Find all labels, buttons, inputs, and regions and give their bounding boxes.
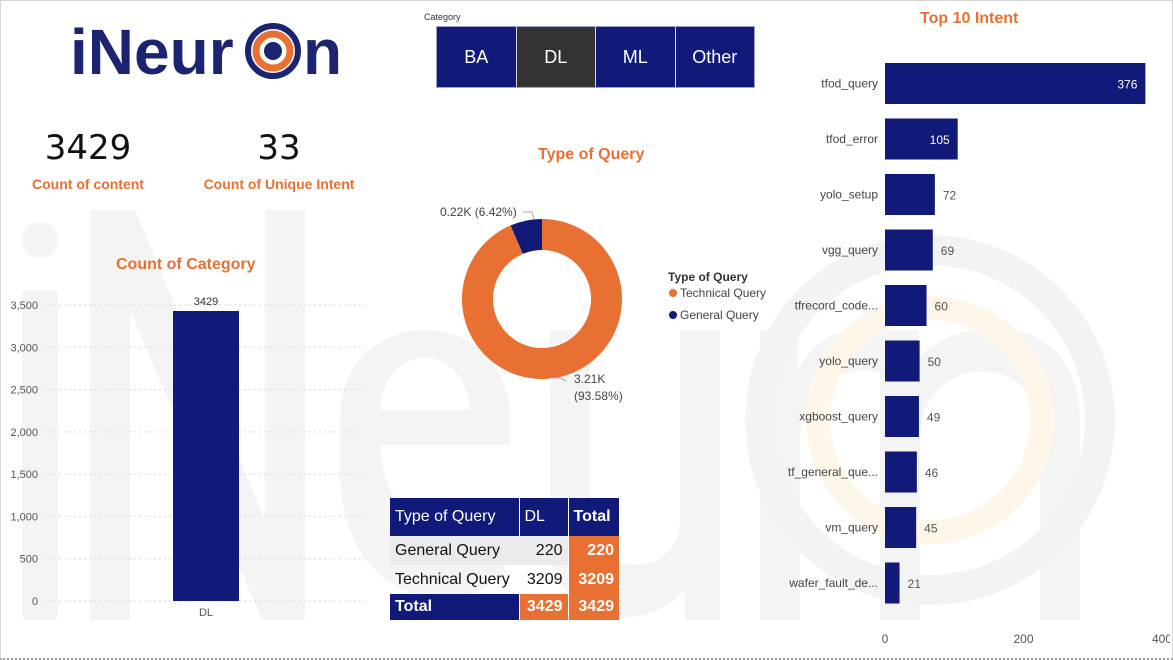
- intent-value-label: 50: [928, 355, 942, 369]
- matrix-total-label: Total: [390, 594, 519, 620]
- intent-bar[interactable]: [885, 451, 917, 493]
- x-tick-label: 0: [882, 632, 889, 646]
- matrix-header-type[interactable]: Type of Query: [390, 498, 520, 536]
- donut-label-technical: 3.21K: [574, 372, 605, 386]
- category-slicer: BA DL ML Other: [436, 26, 755, 88]
- intent-bar[interactable]: [885, 174, 935, 215]
- y-tick-label: 2,500: [10, 385, 38, 397]
- intent-chart-title: Top 10 Intent: [920, 10, 1019, 27]
- kpi-content-count-label: Count of content: [32, 176, 144, 192]
- intent-value-label: 72: [943, 189, 957, 203]
- legend-label[interactable]: General Query: [680, 308, 759, 322]
- intent-bar[interactable]: [885, 562, 900, 604]
- matrix-cell-total: 3209: [567, 565, 619, 594]
- matrix-row-general: General Query 220 220: [390, 536, 619, 565]
- intent-value-label: 69: [941, 244, 955, 258]
- y-tick-label: 500: [20, 554, 38, 566]
- matrix-total-total: 3429: [567, 594, 619, 620]
- donut-slice-technical[interactable]: [462, 219, 622, 379]
- intent-category-label: tfod_error: [826, 132, 878, 146]
- query-donut-title: Type of Query: [538, 146, 645, 163]
- x-tick-label: 200: [1013, 632, 1033, 646]
- donut-label-technical-pct: (93.58%): [574, 389, 623, 403]
- intent-value-label: 46: [925, 466, 939, 480]
- matrix-cell-dl: 220: [519, 536, 568, 565]
- intent-bar[interactable]: [885, 229, 933, 271]
- intent-bar[interactable]: [885, 63, 1146, 104]
- intent-category-label: wafer_fault_de...: [788, 576, 878, 590]
- logo-text-right: n: [303, 16, 342, 84]
- matrix-header-total[interactable]: Total: [568, 498, 620, 536]
- slicer-option-ml[interactable]: ML: [596, 27, 676, 87]
- bar-data-label: 3429: [194, 296, 218, 308]
- ineuron-logo: iNeur n iNeuron: [70, 16, 342, 84]
- kpi-unique-intent-value: 33: [257, 128, 301, 168]
- y-tick-label: 3,500: [10, 300, 38, 312]
- intent-value-label: 105: [930, 133, 950, 147]
- matrix-row-technical: Technical Query 3209 3209: [390, 565, 619, 594]
- donut-slice-general[interactable]: [510, 219, 542, 254]
- x-tick-label: DL: [199, 607, 213, 619]
- intent-category-label: xgboost_query: [799, 410, 878, 424]
- slicer-option-other[interactable]: Other: [675, 27, 754, 87]
- intent-category-label: vm_query: [825, 521, 878, 535]
- matrix-header-dl[interactable]: DL: [519, 498, 569, 536]
- slicer-title: Category: [424, 12, 461, 22]
- intent-bar[interactable]: [885, 396, 919, 437]
- legend-marker: [669, 289, 677, 297]
- donut-leader-line: [550, 377, 567, 382]
- query-matrix-table: Type of Query DL Total General Query 220…: [390, 498, 620, 620]
- intent-bar-chart: tfod_query 376 tfod_error 105 yolo_setup 72 vg…: [788, 63, 1170, 646]
- matrix-row-label: General Query: [390, 536, 519, 565]
- matrix-cell-total: 220: [567, 536, 619, 565]
- intent-bar[interactable]: [885, 118, 958, 160]
- intent-value-label: 45: [924, 522, 938, 536]
- logo-text-left: iNeur: [70, 16, 234, 84]
- intent-bar[interactable]: [885, 285, 927, 326]
- intent-category-label: tfod_query: [821, 77, 878, 91]
- legend-marker: [669, 311, 677, 319]
- intent-category-label: vgg_query: [822, 243, 878, 257]
- y-tick-label: 0: [32, 596, 38, 608]
- intent-category-label: tfrecord_code...: [795, 299, 878, 313]
- donut-label-general: 0.22K (6.42%): [440, 205, 517, 219]
- intent-value-label: 49: [927, 411, 941, 425]
- intent-bar[interactable]: [885, 340, 920, 382]
- intent-value-label: 60: [935, 300, 949, 314]
- query-donut-chart: 3.21K (93.58%) 0.22K (6.42%) Type of Query T…: [440, 205, 766, 403]
- category-bar[interactable]: [173, 311, 239, 601]
- donut-leader-line: [523, 211, 535, 220]
- logo-ring-icon: [245, 23, 301, 79]
- intent-category-label: yolo_setup: [820, 188, 878, 202]
- category-bar-chart: 0 500 1,000 1,500 2,000 2,500 3,000 3,500 3429 DL: [10, 296, 365, 619]
- intent-category-label: yolo_query: [819, 354, 878, 368]
- y-tick-label: 3,000: [10, 342, 38, 354]
- y-tick-label: 1,500: [10, 469, 38, 481]
- category-chart-title: Count of Category: [116, 256, 256, 273]
- y-tick-label: 1,000: [10, 511, 38, 523]
- kpi-unique-intent-label: Count of Unique Intent: [203, 176, 355, 192]
- kpi-content-count-value: 3429: [44, 128, 132, 168]
- y-tick-label: 2,000: [10, 427, 38, 439]
- matrix-header-row: Type of Query DL Total: [390, 498, 620, 536]
- matrix-cell-dl: 3209: [526, 570, 563, 588]
- intent-value-label: 376: [1117, 78, 1137, 92]
- matrix-total-dl: 3429: [518, 594, 568, 620]
- legend-label[interactable]: Technical Query: [680, 286, 766, 300]
- matrix-total-row: Total 3429 3429: [390, 594, 619, 620]
- intent-value-label: 21: [908, 577, 922, 591]
- matrix-row-label: Technical Query: [395, 570, 510, 588]
- intent-bar[interactable]: [885, 507, 917, 548]
- slicer-option-dl[interactable]: DL: [516, 27, 596, 87]
- donut-legend-title: Type of Query: [668, 270, 748, 284]
- intent-category-label: tf_general_que...: [788, 465, 878, 479]
- x-tick-label: 400: [1152, 632, 1170, 646]
- slicer-option-ba[interactable]: BA: [437, 27, 517, 87]
